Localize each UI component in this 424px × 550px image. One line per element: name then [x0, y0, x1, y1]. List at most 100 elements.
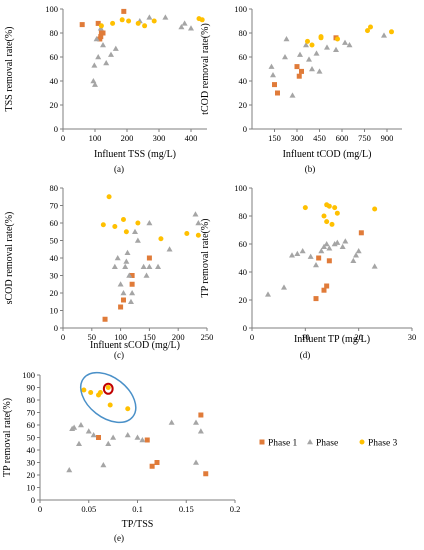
data-point-triangle [76, 440, 82, 446]
data-point-triangle [313, 262, 319, 268]
x-tick-label: 200 [172, 332, 185, 342]
x-tick-label: 0.2 [230, 504, 241, 514]
data-point-circle [105, 385, 111, 390]
data-point-triangle [294, 250, 301, 257]
x-tick-label: 150 [268, 133, 281, 143]
data-point-triangle [90, 78, 97, 84]
data-point-square [129, 273, 135, 278]
panel-b: 0 20 40 60 80 100 150 300 450 600 750 900 Influent t… [200, 4, 402, 174]
data-point-triangle [123, 258, 130, 264]
y-tick-label: 70 [50, 201, 59, 211]
data-point-triangle [346, 42, 353, 48]
data-point-square [118, 304, 124, 310]
data-point-circle [142, 23, 148, 29]
data-point-triangle [181, 20, 188, 26]
x-tick-label: 200 [121, 133, 134, 143]
data-point-square [316, 255, 322, 261]
data-point-circle [126, 18, 132, 24]
y-tick-label: 20 [239, 295, 248, 305]
x-axis-label: Influent sCOD (mg/L) [90, 340, 180, 351]
x-tick-label: 0.05 [81, 504, 96, 514]
data-point-triangle [306, 56, 312, 62]
data-point-square [299, 68, 304, 74]
legend-marker-triangle [307, 439, 313, 445]
data-point-triangle [162, 14, 169, 20]
data-point-circle [195, 232, 201, 238]
data-point-triangle [126, 272, 133, 278]
data-point-triangle [309, 66, 315, 72]
panel-label: (e) [114, 533, 124, 543]
data-point-square [326, 258, 332, 264]
data-point-triangle [90, 432, 97, 438]
data-point-circle [321, 213, 327, 219]
panel-a: 0 20 40 60 80 100 0 100 200 300 400 Influent TSS (m… [4, 4, 207, 174]
data-point-square [149, 463, 155, 469]
y-tick-label: 40 [50, 76, 59, 86]
x-axis-label: Influent TSS (mg/L) [94, 149, 176, 160]
y-tick-label: 60 [27, 420, 36, 430]
y-axis-label: tCOD removal rate(%) [200, 23, 211, 115]
y-tick-label: 10 [50, 306, 59, 316]
data-point-square [324, 283, 330, 289]
data-point-circle [151, 18, 157, 24]
data-point-square [358, 230, 364, 236]
y-tick-label: 60 [50, 52, 59, 62]
data-point-circle [305, 38, 310, 44]
y-tick-label: 70 [27, 408, 36, 418]
y-tick-label: 40 [50, 253, 59, 263]
data-point-square [146, 255, 152, 261]
data-point-triangle [114, 255, 121, 261]
x-tick-label: 0.15 [179, 504, 194, 514]
x-tick-label: 0.1 [132, 504, 143, 514]
x-tick-label: 10 [301, 332, 310, 342]
y-axis-label: sCOD removal rate(%) [4, 212, 15, 305]
data-point-circle [372, 206, 378, 212]
x-tick-label: 250 [201, 332, 214, 342]
data-point-triangle [178, 24, 185, 30]
y-tick-label: 80 [239, 28, 248, 38]
data-point-square [144, 437, 150, 443]
x-tick-label: 300 [153, 133, 166, 143]
data-point-circle [125, 406, 131, 412]
y-tick-label: 80 [239, 211, 248, 221]
data-point-triangle [334, 239, 341, 245]
data-point-triangle [95, 54, 102, 60]
data-point-triangle [195, 220, 202, 226]
panel-c: 0 10 20 30 40 50 60 70 80 0 50 100 150 200 250 Influent… [4, 183, 213, 360]
panel-label: (b) [305, 164, 316, 174]
data-point-circle [318, 35, 324, 41]
panel-label: (d) [300, 350, 311, 360]
x-tick-label: 600 [336, 133, 349, 143]
data-point-square [79, 22, 85, 28]
data-point-triangle [110, 434, 117, 440]
y-tick-label: 20 [50, 288, 59, 298]
data-point-square [100, 30, 106, 36]
data-point-circle [389, 29, 394, 35]
data-point-triangle [188, 25, 194, 31]
data-point-triangle [324, 44, 330, 50]
x-tick-label: 20 [354, 332, 363, 342]
x-axis-label: Influent TP (mg/L) [294, 334, 370, 345]
data-point-square [129, 281, 135, 287]
data-point-square [154, 460, 160, 465]
data-point-triangle [371, 263, 378, 269]
y-tick-label: 100 [45, 4, 58, 14]
panel-label: (a) [114, 164, 124, 174]
data-point-triangle [342, 238, 349, 244]
data-point-triangle [120, 290, 127, 296]
data-point-triangle [127, 298, 134, 304]
x-tick-label: 50 [88, 332, 97, 342]
x-tick-label: 30 [408, 332, 417, 342]
x-tick-label: 0 [250, 332, 254, 342]
y-tick-label: 80 [50, 28, 59, 38]
data-point-square [120, 297, 126, 303]
data-point-triangle [283, 36, 290, 42]
data-point-square [296, 73, 302, 79]
data-point-triangle [112, 45, 119, 51]
data-point-circle [119, 17, 125, 23]
data-point-triangle [146, 14, 153, 20]
y-tick-label: 50 [50, 236, 59, 246]
y-tick-label: 10 [27, 483, 36, 493]
data-point-triangle [111, 263, 118, 269]
